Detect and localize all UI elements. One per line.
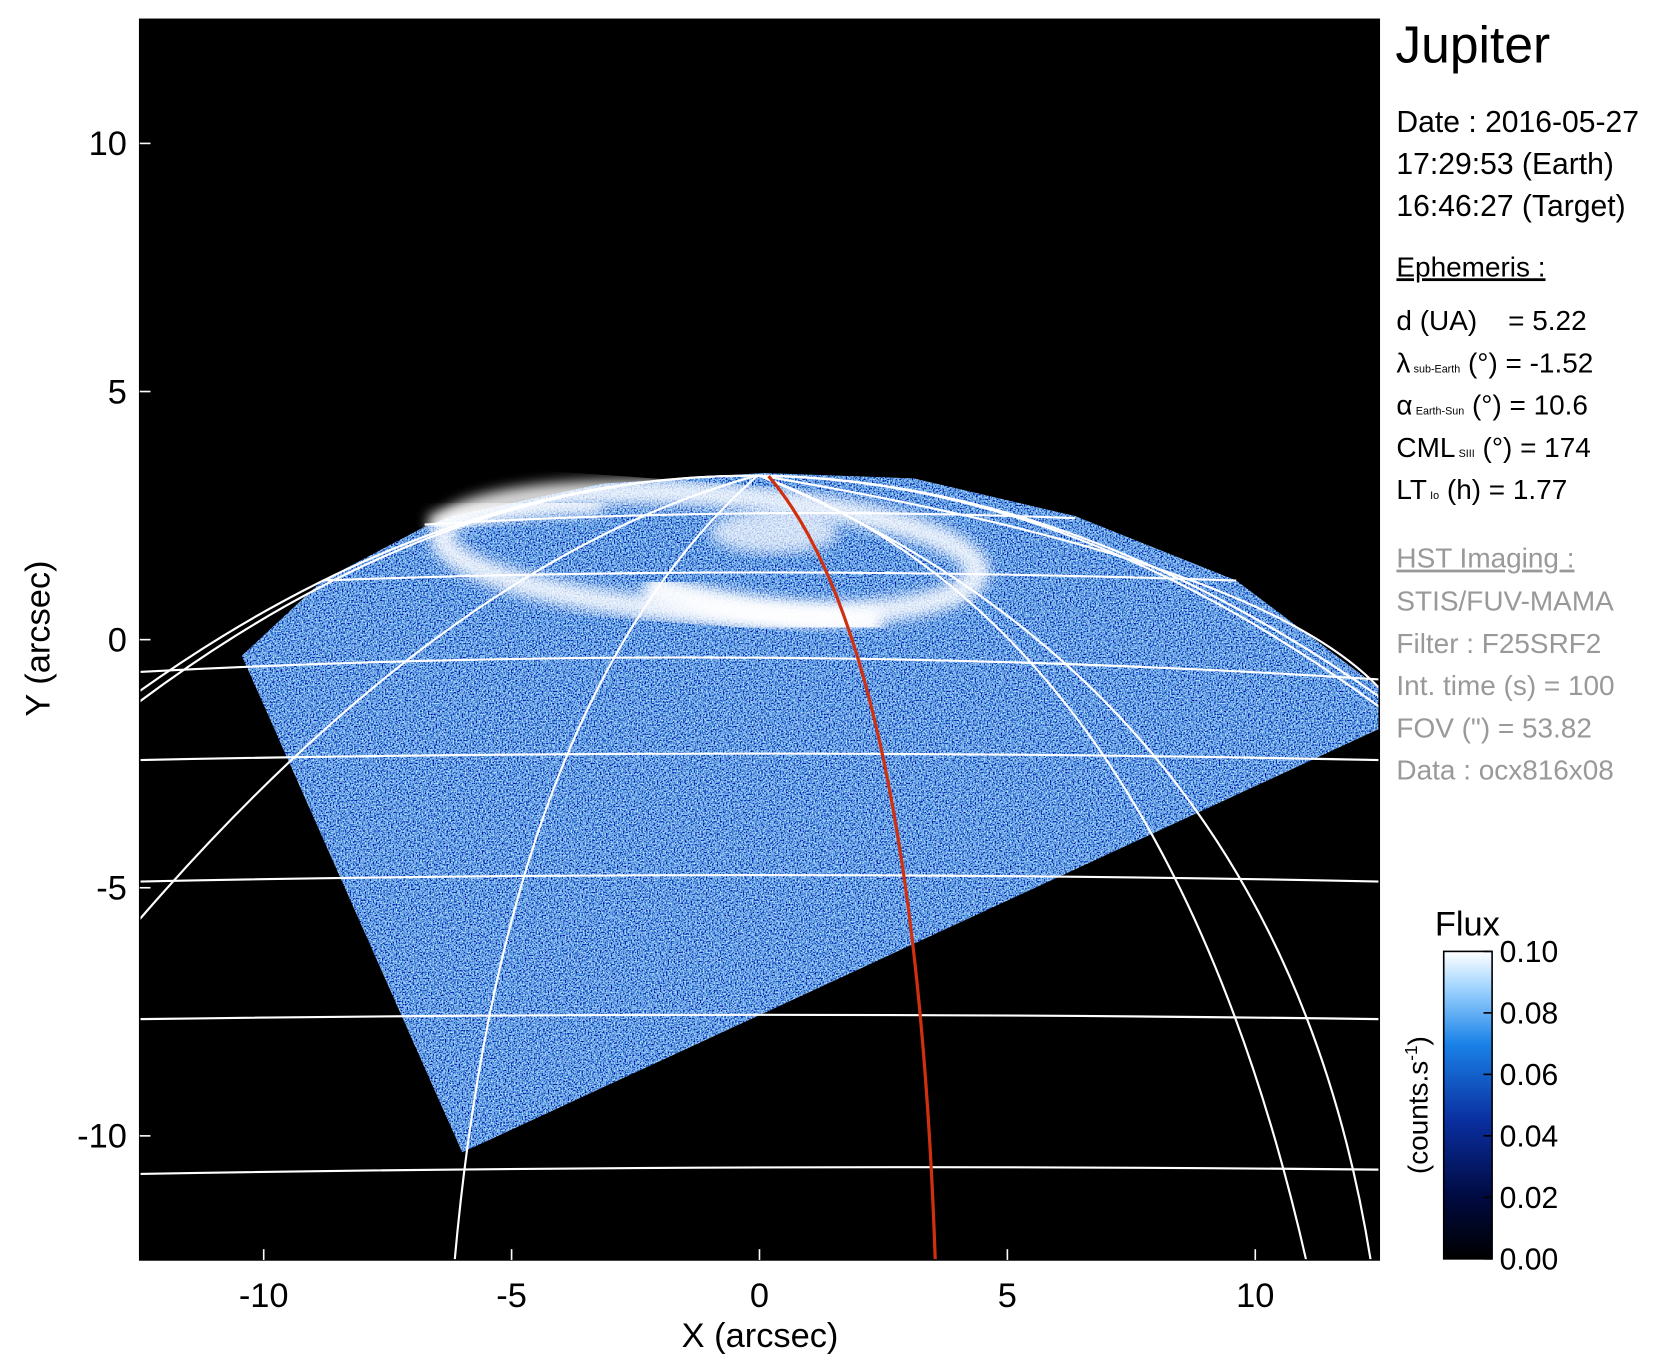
colorbar-label-end: ) <box>1403 1036 1434 1045</box>
imaging-line: Filter : F25SRF2 <box>1396 628 1601 659</box>
longitude-line <box>757 474 1380 689</box>
imaging-line: STIS/FUV-MAMA <box>1396 586 1614 617</box>
colorbar-tick-label: 0.06 <box>1500 1059 1559 1092</box>
longitude-line <box>453 474 759 1260</box>
ephemeris-subscript: SIII <box>1459 448 1475 460</box>
date-line: Date : 2016-05-27 <box>1396 106 1639 139</box>
latitude-line <box>139 656 1380 681</box>
longitude-line <box>757 474 1308 1260</box>
planet-grid <box>139 474 1380 1260</box>
latitude-line <box>139 1166 1380 1176</box>
ephemeris-line: λ sub-Earth (°) = -1.52 <box>1396 347 1593 378</box>
latitude-line <box>322 571 1237 582</box>
x-tick-label: 0 <box>750 1277 769 1315</box>
observed-region <box>241 473 1380 1153</box>
ephemeris-symbol: λ <box>1396 347 1410 378</box>
y-tick-label: 5 <box>108 373 127 411</box>
ephemeris-text: (h) = 1.77 <box>1439 474 1567 505</box>
auroral-spot <box>709 510 839 554</box>
latitude-line <box>424 511 1076 526</box>
latitude-line <box>139 752 1380 762</box>
y-tick-label: 0 <box>108 621 127 659</box>
imaging-line: Data : ocx816x08 <box>1396 755 1613 786</box>
colorbar-label-text: (counts.s <box>1403 1061 1434 1174</box>
latitude-line <box>139 1013 1380 1021</box>
y-tick-label: 10 <box>89 125 127 163</box>
imaging-heading: HST Imaging : <box>1396 543 1574 574</box>
ephemeris-text: (°) = 10.6 <box>1464 390 1588 421</box>
x-axis-label: X (arcsec) <box>682 1317 839 1355</box>
latitude-line <box>139 873 1380 883</box>
planet-title: Jupiter <box>1395 15 1550 73</box>
colorbar-label-superscript: -1 <box>1401 1045 1421 1060</box>
longitude-line <box>757 474 1372 1260</box>
colorbar <box>1442 950 1493 1260</box>
colorbar-tick-label: 0.00 <box>1500 1244 1559 1277</box>
ephemeris-line: d (UA) = 5.22 <box>1396 305 1586 336</box>
imaging-line: FOV (") = 53.82 <box>1396 712 1591 743</box>
info-panel: Jupiter Ephemeris : HST Imaging : Date :… <box>1395 15 1639 785</box>
imaging-line: Int. time (s) = 100 <box>1396 670 1614 701</box>
ephemeris-symbol: CML <box>1396 432 1455 463</box>
colorbar-tick-label: 0.04 <box>1500 1121 1559 1154</box>
ephemeris-text: (°) = -1.52 <box>1460 347 1593 378</box>
ephemeris-subscript: Io <box>1430 490 1439 502</box>
date-line: 17:29:53 (Earth) <box>1396 148 1613 181</box>
colorbar-tick-label: 0.08 <box>1500 998 1559 1031</box>
y-axis-label: Y (arcsec) <box>19 561 57 717</box>
ephemeris-line: α Earth-Sun (°) = 10.6 <box>1396 390 1588 421</box>
auroral-arc <box>640 571 883 639</box>
colorbar-tick-label: 0.02 <box>1500 1182 1559 1215</box>
longitude-line <box>139 474 759 920</box>
central-meridian <box>767 475 937 1260</box>
x-tick-label: -5 <box>496 1277 527 1315</box>
date-line: 16:46:27 (Target) <box>1396 190 1625 223</box>
colorbar-tick-label: 0.10 <box>1500 936 1559 969</box>
ephemeris-text: (°) = 174 <box>1475 432 1591 463</box>
x-tick-label: 10 <box>1236 1277 1274 1315</box>
x-tick-label: 5 <box>998 1277 1017 1315</box>
ephemeris-symbol: α <box>1396 390 1412 421</box>
image-area <box>139 19 1380 1260</box>
y-tick-label: -10 <box>77 1118 127 1156</box>
ephemeris-heading: Ephemeris : <box>1396 251 1545 282</box>
ephemeris-line: LT Io (h) = 1.77 <box>1396 474 1567 505</box>
x-tick-label: -10 <box>239 1277 289 1315</box>
ephemeris-line: CML SIII (°) = 174 <box>1396 432 1590 463</box>
ephemeris-subscript: Earth-Sun <box>1416 406 1464 418</box>
colorbar-label: (counts.s-1) <box>1401 1036 1434 1174</box>
y-tick-label: -5 <box>96 870 127 908</box>
ephemeris-symbol: LT <box>1396 474 1427 505</box>
colorbar-title: Flux <box>1435 905 1500 943</box>
ephemeris-text: d (UA) = 5.22 <box>1396 305 1586 336</box>
ephemeris-subscript: sub-Earth <box>1414 363 1461 375</box>
